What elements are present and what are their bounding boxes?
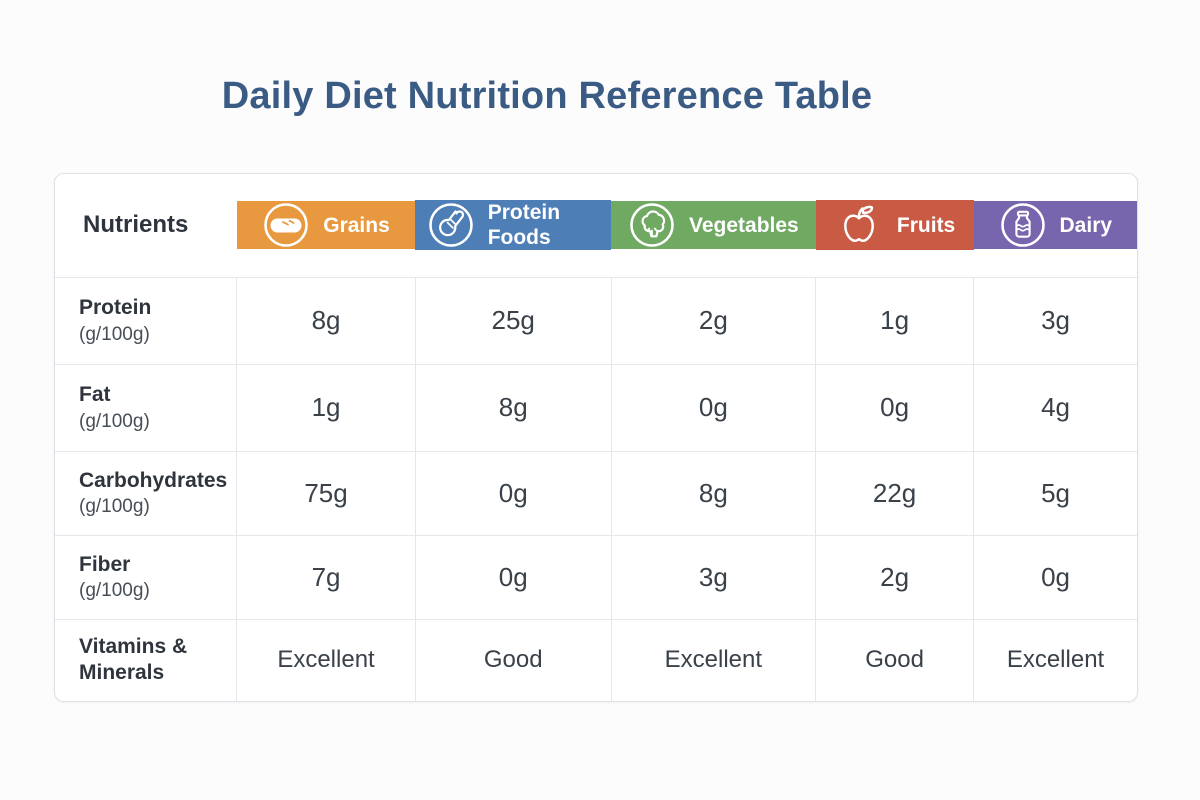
cell-protein-grains: 8g xyxy=(236,276,416,364)
row-label: Carbohydrates xyxy=(79,468,228,492)
table-row-fat: Fat (g/100g) 1g 8g 0g 0g 4g xyxy=(55,363,1137,451)
cell-fiber-vegetables: 3g xyxy=(610,534,816,619)
cell-fiber-protein-foods: 0g xyxy=(414,534,612,619)
table-row-protein: Protein (g/100g) 8g 25g 2g 1g 3g xyxy=(55,276,1137,364)
cell-protein-vegetables: 2g xyxy=(610,276,816,364)
table-row-vitamins-minerals: Vitamins & Minerals Excellent Good Excel… xyxy=(55,618,1137,701)
cell-vitamins-protein-foods: Good xyxy=(414,618,612,701)
column-header-label: Dairy xyxy=(1059,213,1113,237)
row-unit-label: (g/100g) xyxy=(79,580,150,602)
cell-carbohydrates-vegetables: 8g xyxy=(610,450,816,535)
row-label: Protein xyxy=(79,296,152,320)
cell-fat-protein-foods: 8g xyxy=(414,363,612,451)
row-unit-label: (g/100g) xyxy=(79,323,150,345)
meat-icon xyxy=(428,203,473,248)
cell-protein-fruits: 1g xyxy=(815,276,974,364)
cell-fiber-dairy: 0g xyxy=(973,534,1137,619)
cell-carbohydrates-fruits: 22g xyxy=(815,450,974,535)
row-unit-label: (g/100g) xyxy=(79,410,150,432)
table-row-carbohydrates: Carbohydrates (g/100g) 75g 0g 8g 22g 5g xyxy=(55,450,1137,535)
bread-icon xyxy=(264,203,309,248)
column-header-vegetables: Vegetables xyxy=(611,174,816,277)
cell-carbohydrates-protein-foods: 0g xyxy=(414,450,612,535)
cell-fat-vegetables: 0g xyxy=(610,363,816,451)
cell-carbohydrates-grains: 75g xyxy=(236,450,416,535)
nutrition-table: Nutrients Grains xyxy=(54,173,1138,702)
column-header-label: Grains xyxy=(323,213,390,237)
cell-carbohydrates-dairy: 5g xyxy=(973,450,1137,535)
row-unit-label: (g/100g) xyxy=(79,496,150,518)
cell-vitamins-grains: Excellent xyxy=(236,618,416,701)
row-label: Vitamins & Minerals xyxy=(79,635,188,685)
column-header-label: Fruits xyxy=(896,213,956,237)
broccoli-icon xyxy=(630,203,674,248)
header-row: Nutrients Grains xyxy=(55,174,1137,277)
cell-vitamins-fruits: Good xyxy=(815,618,974,701)
cell-fiber-grains: 7g xyxy=(236,534,416,619)
page-title: Daily Diet Nutrition Reference Table xyxy=(221,75,873,117)
cell-fat-dairy: 4g xyxy=(973,363,1137,451)
cell-vitamins-dairy: Excellent xyxy=(973,618,1137,701)
cell-fiber-fruits: 2g xyxy=(815,534,974,619)
cell-vitamins-vegetables: Excellent xyxy=(610,618,816,701)
column-header-label: Vegetables xyxy=(688,213,799,237)
row-label: Fiber xyxy=(79,552,131,576)
column-header-dairy: Dairy xyxy=(973,174,1137,277)
corner-header: Nutrients xyxy=(55,174,237,277)
table-row-fiber: Fiber (g/100g) 7g 0g 3g 2g 0g xyxy=(55,534,1137,619)
column-header-grains: Grains xyxy=(236,174,416,277)
cell-protein-dairy: 3g xyxy=(973,276,1137,364)
column-header-label: Protein Foods xyxy=(487,201,561,250)
row-label: Fat xyxy=(79,383,111,407)
apple-icon xyxy=(843,205,874,243)
cell-fat-grains: 1g xyxy=(236,363,416,451)
milk-bottle-icon xyxy=(1000,203,1045,248)
column-header-protein-foods: Protein Foods xyxy=(415,174,612,277)
cell-protein-protein-foods: 25g xyxy=(414,276,612,364)
cell-fat-fruits: 0g xyxy=(815,363,974,451)
column-header-fruits: Fruits xyxy=(815,174,974,277)
